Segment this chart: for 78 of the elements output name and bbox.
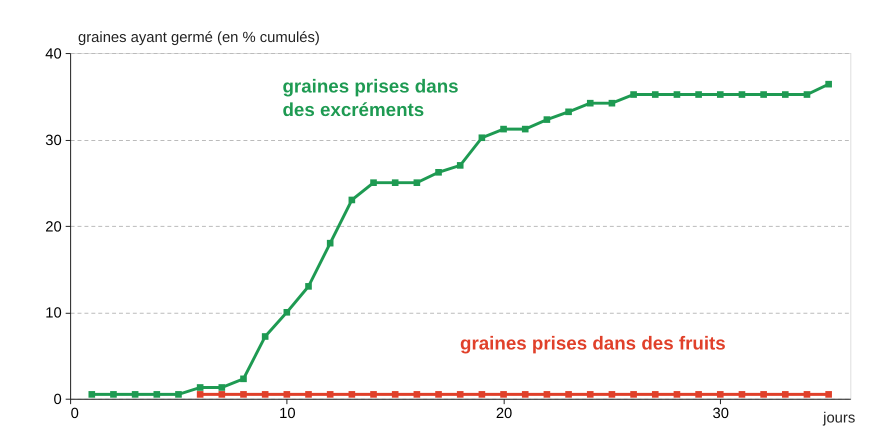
point [804, 91, 810, 98]
point [305, 391, 312, 398]
point [218, 391, 226, 398]
point [544, 116, 550, 123]
point [478, 134, 486, 142]
point [652, 391, 659, 398]
y-tick-label: 20 [45, 219, 62, 236]
point [370, 179, 377, 186]
x-tick-label: 0 [70, 406, 79, 422]
point [544, 391, 550, 398]
point [760, 391, 767, 398]
point [370, 391, 377, 398]
point [738, 91, 746, 98]
point [522, 391, 529, 398]
point [738, 391, 746, 398]
point [175, 391, 182, 398]
point [348, 196, 356, 204]
point [608, 391, 616, 398]
point [326, 240, 334, 246]
point [695, 91, 702, 98]
x-axis-title: jours [822, 410, 856, 426]
x-tick-label: 30 [712, 406, 730, 422]
point [262, 391, 268, 398]
point [760, 91, 767, 98]
point [522, 126, 529, 132]
point [716, 91, 724, 98]
series-label: graines prises dans des fruits [460, 332, 726, 354]
point [565, 108, 572, 116]
point [478, 391, 486, 398]
point [88, 391, 96, 398]
point [456, 391, 464, 398]
point [782, 391, 789, 398]
point [500, 126, 507, 132]
y-tick-label: 30 [45, 132, 62, 149]
point [782, 91, 789, 98]
y-axis-title: graines ayant germé (en % cumulés) [78, 30, 320, 46]
point [500, 391, 507, 398]
point [132, 391, 138, 398]
point [674, 91, 680, 98]
point [196, 391, 204, 398]
point [565, 391, 572, 398]
point [110, 391, 117, 398]
point [825, 80, 832, 88]
point [240, 391, 247, 398]
point [608, 100, 616, 106]
point [414, 179, 420, 186]
y-tick-label: 40 [45, 46, 62, 62]
point [586, 391, 594, 398]
y-tick-label: 0 [53, 392, 62, 408]
point [674, 391, 680, 398]
y-tick-label: 10 [45, 306, 62, 322]
point [630, 91, 637, 98]
point [284, 308, 290, 316]
point [414, 391, 420, 398]
point [456, 162, 464, 169]
point [652, 91, 659, 98]
series-label: graines prises dans des excréments [282, 76, 459, 120]
point [262, 333, 268, 340]
point [716, 391, 724, 398]
x-tick-label: 10 [279, 406, 296, 422]
point [630, 391, 637, 398]
point [825, 391, 832, 398]
point [392, 391, 399, 398]
point [804, 391, 810, 398]
point [326, 391, 334, 398]
point [348, 391, 356, 398]
point [435, 391, 442, 398]
point [586, 100, 594, 106]
point [196, 384, 204, 391]
point [435, 168, 442, 176]
point [240, 376, 247, 382]
point [695, 391, 702, 398]
x-tick-label: 20 [496, 406, 512, 422]
point [153, 391, 160, 398]
point [284, 391, 290, 398]
point [392, 179, 399, 186]
point [305, 283, 312, 290]
point [218, 384, 226, 391]
